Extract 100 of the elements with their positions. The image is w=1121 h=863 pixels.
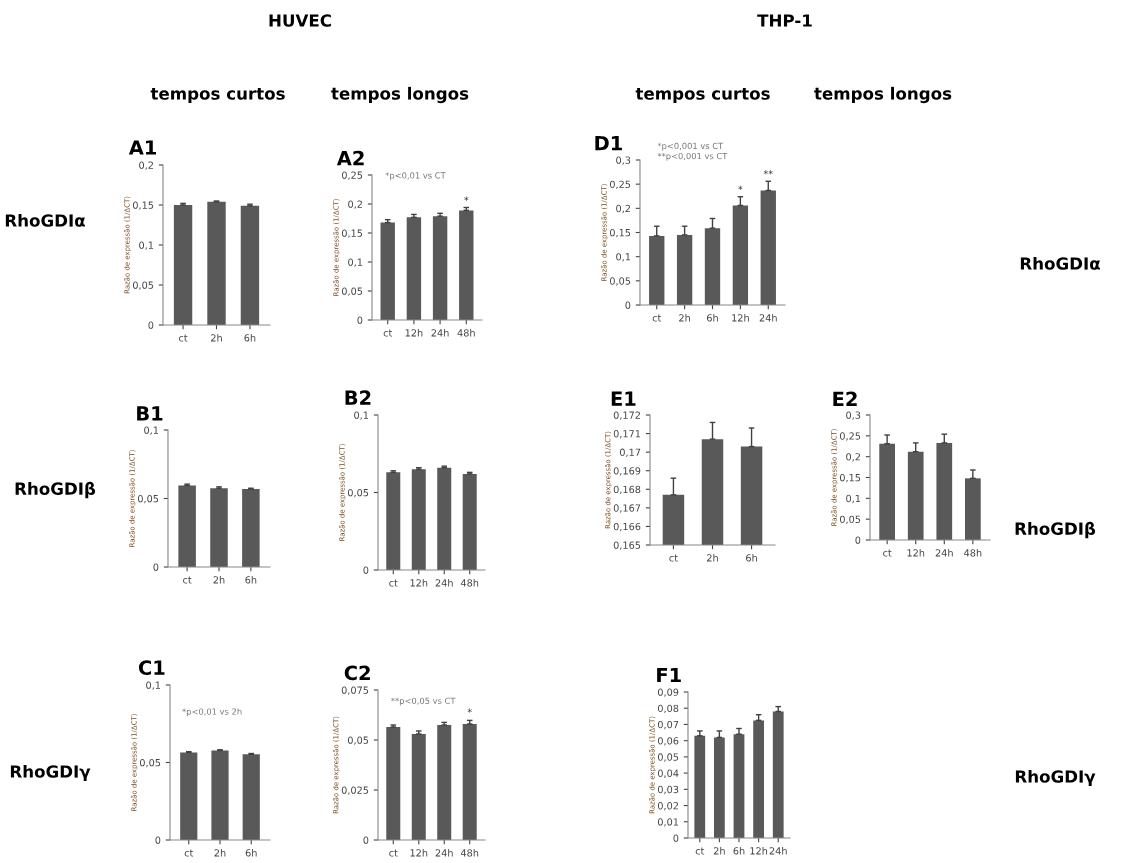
x-tick-label: 2h — [679, 314, 690, 322]
y-tick-label: 0,05 — [657, 753, 679, 762]
x-tick-label: 6h — [244, 334, 256, 342]
y-tick-label: 0,1 — [846, 494, 861, 504]
annotation: *p<0,01 vs CT — [385, 172, 446, 181]
x-tick-label: 24h — [935, 549, 953, 557]
x-tick-label: 2h — [713, 847, 725, 855]
x-tick-label: 48h — [457, 329, 475, 337]
y-tick-label: 0,1 — [146, 681, 161, 690]
text: tempos longos — [331, 86, 469, 104]
y-tick-label: 0 — [148, 321, 154, 329]
chart-title: B1 — [137, 406, 163, 421]
text: RhoGDIβ — [1015, 521, 1096, 539]
y-tick-label: 0 — [363, 836, 369, 844]
x-tick-label: ct — [179, 334, 188, 342]
text: RhoGDIγ — [10, 764, 91, 782]
y-tick-label: 0,15 — [839, 473, 861, 483]
y-tick-label: 0,025 — [341, 786, 369, 795]
y-tick-label: 0,08 — [657, 704, 679, 714]
y-tick-label: 0,25 — [609, 180, 631, 189]
x-tick-label: 2h — [214, 849, 226, 857]
x-tick-label: 6h — [245, 849, 257, 857]
text: RhoGDIα — [1020, 256, 1100, 270]
x-tick-label: 24h — [435, 579, 453, 587]
chart-title: C1 — [138, 660, 165, 676]
y-tick-label: 0,075 — [341, 686, 369, 695]
y-tick-label: 0,05 — [137, 494, 159, 504]
y-tick-label: 0,05 — [839, 515, 861, 524]
y-tick-label: 0,17 — [619, 448, 641, 457]
y-tick-label: 0,1 — [348, 258, 363, 267]
chart-title: B2 — [345, 390, 371, 405]
y-tick-label: 0,05 — [609, 277, 631, 286]
y-tick-label: 0,169 — [613, 467, 641, 476]
y-tick-label: 0 — [357, 316, 363, 324]
x-tick-label: 2h — [707, 554, 718, 562]
y-tick-label: 0,172 — [613, 411, 640, 420]
x-tick-label: ct — [883, 549, 892, 557]
y-tick-label: 0,05 — [132, 281, 154, 290]
annotation: **p<0,001 vs CT — [657, 152, 728, 161]
x-tick-label: 6h — [245, 576, 257, 584]
x-tick-label: 48h — [964, 549, 982, 557]
x-tick-label: 24h — [431, 329, 449, 337]
y-tick-label: 0,25 — [341, 171, 363, 180]
annotation: * — [467, 708, 472, 713]
y-tick-label: 0,04 — [657, 769, 679, 778]
x-tick-label: ct — [383, 329, 393, 337]
x-tick-label: ct — [652, 314, 662, 322]
y-tick-label: 0,166 — [613, 522, 641, 532]
chart-title: F1 — [657, 667, 681, 683]
chart-title: C2 — [344, 665, 370, 681]
chart-title: D1 — [595, 135, 622, 151]
y-tick-label: 0,2 — [616, 204, 630, 214]
y-tick-label: 0,07 — [657, 720, 679, 730]
chart-title: E2 — [833, 391, 857, 406]
text: tempos longos — [814, 86, 952, 104]
y-tick-label: 0,2 — [348, 200, 362, 209]
y-tick-label: 0,15 — [132, 201, 154, 210]
chart-title: E1 — [611, 391, 636, 406]
x-tick-label: 6h — [733, 847, 745, 855]
text: RhoGDIα — [5, 213, 85, 227]
y-tick-label: 0 — [363, 566, 369, 574]
y-tick-label: 0,02 — [657, 802, 678, 811]
x-tick-label: ct — [184, 849, 194, 857]
x-tick-label: 12h — [907, 549, 925, 557]
x-tick-label: 48h — [460, 849, 479, 857]
x-tick-label: 12h — [750, 847, 768, 855]
y-tick-label: 0,171 — [613, 430, 641, 439]
y-tick-label: 0,05 — [139, 758, 161, 768]
y-tick-label: 0,165 — [613, 541, 641, 550]
y-tick-label: 0,1 — [144, 426, 159, 435]
x-tick-label: ct — [389, 579, 398, 587]
y-tick-label: 0 — [673, 834, 679, 842]
y-tick-label: 0,167 — [613, 504, 641, 513]
annotation: * — [464, 196, 469, 201]
y-tick-label: 0,25 — [839, 432, 861, 441]
text: *p<0,001 vs CT — [657, 142, 724, 151]
x-tick-label: 6h — [707, 314, 718, 322]
x-tick-label: 12h — [405, 329, 423, 337]
text: THP-1 — [757, 14, 812, 27]
x-tick-label: 48h — [460, 579, 479, 587]
y-tick-label: 0 — [855, 536, 861, 544]
y-tick-label: 0,1 — [139, 241, 154, 250]
y-tick-label: 0 — [625, 301, 631, 309]
x-tick-label: ct — [183, 576, 192, 584]
annotation: *p<0,01 vs 2h — [182, 708, 242, 717]
text: RhoGDIγ — [1015, 769, 1096, 787]
x-tick-label: 24h — [769, 847, 787, 855]
y-tick-label: 0,09 — [657, 688, 679, 697]
y-tick-label: 0,05 — [347, 488, 369, 498]
chart-title: A1 — [128, 140, 156, 155]
annotation: * — [738, 185, 743, 190]
chart-title: A2 — [336, 150, 364, 166]
y-tick-label: 0,15 — [341, 229, 363, 238]
x-tick-label: 2h — [213, 576, 225, 584]
y-tick-label: 0,01 — [657, 818, 679, 827]
y-tick-label: 0,03 — [657, 785, 679, 795]
annotation: ** — [763, 170, 773, 175]
y-tick-label: 0,05 — [341, 287, 363, 296]
y-tick-label: 0,1 — [354, 411, 369, 420]
x-tick-label: ct — [389, 849, 398, 857]
